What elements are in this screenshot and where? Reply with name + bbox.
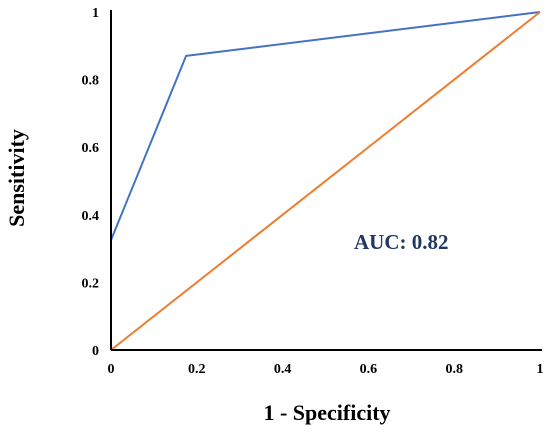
x-tick-label: 0.6 (360, 362, 378, 377)
auc-annotation: AUC: 0.82 (354, 230, 449, 254)
y-tick-label: 1 (92, 6, 99, 21)
x-tick-label: 0.2 (188, 362, 206, 377)
x-tick-label: 0.4 (274, 362, 292, 377)
plot-lines (110, 11, 541, 351)
y-tick-label: 0.4 (82, 209, 100, 224)
y-tick-label: 0 (92, 344, 99, 359)
x-tick-label: 1 (537, 362, 544, 377)
x-tick-label: 0.8 (445, 362, 463, 377)
x-axis-title: 1 - Specificity (263, 400, 390, 425)
y-tick-label: 0.8 (82, 74, 100, 89)
y-axis-title: Sensitivity (4, 129, 29, 227)
y-tick-label: 0.2 (82, 276, 100, 291)
reference-diagonal-line (110, 11, 541, 351)
x-tick-labels: 0 0.2 0.4 0.6 0.8 1 (108, 362, 544, 377)
x-tick-label: 0 (108, 362, 115, 377)
y-tick-label: 0.6 (82, 141, 100, 156)
y-tick-labels: 0 0.2 0.4 0.6 0.8 1 (82, 6, 100, 359)
